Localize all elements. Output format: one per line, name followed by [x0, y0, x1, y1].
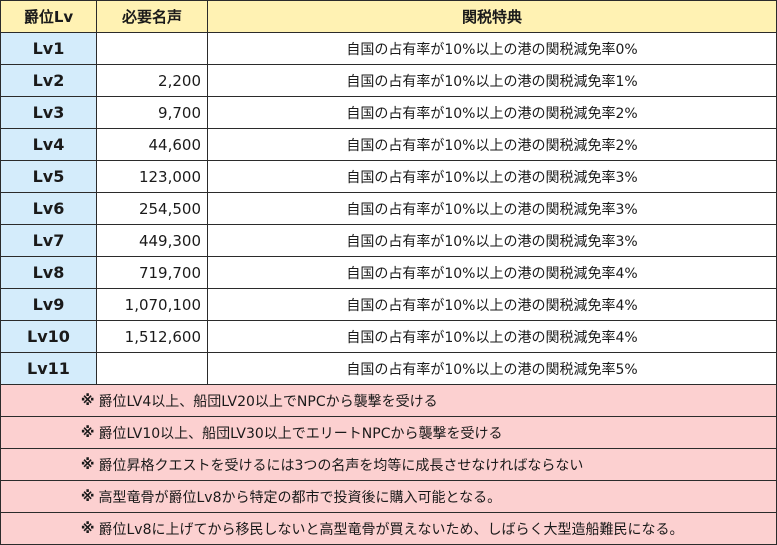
required-fame: 1,512,600: [96, 320, 208, 353]
table-row: Lv7 449,300 自国の占有率が10%以上の港の関税減免率3%: [0, 224, 777, 257]
note-text: 爵位昇格クエストを受けるには3つの名声を均等に成長させなければならない: [96, 448, 777, 481]
tariff-benefit: 自国の占有率が10%以上の港の関税減免率2%: [207, 96, 777, 129]
table-row: Lv6 254,500 自国の占有率が10%以上の港の関税減免率3%: [0, 192, 777, 225]
tariff-benefit: 自国の占有率が10%以上の港の関税減免率1%: [207, 64, 777, 97]
tariff-benefit: 自国の占有率が10%以上の港の関税減免率5%: [207, 352, 777, 385]
tariff-benefit: 自国の占有率が10%以上の港の関税減免率4%: [207, 256, 777, 289]
table-row: Lv2 2,200 自国の占有率が10%以上の港の関税減免率1%: [0, 64, 777, 97]
note-text: 高型竜骨が爵位Lv8から特定の都市で投資後に購入可能となる。: [96, 480, 777, 513]
required-fame: 44,600: [96, 128, 208, 161]
rank-level: Lv1: [0, 32, 97, 65]
note-row: ※ 爵位Lv8に上げてから移民しないと高型竜骨が買えないため、しばらく大型造船難民…: [0, 512, 777, 545]
tariff-benefit: 自国の占有率が10%以上の港の関税減免率3%: [207, 192, 777, 225]
note-mark: ※: [0, 416, 97, 449]
tariff-benefit: 自国の占有率が10%以上の港の関税減免率3%: [207, 224, 777, 257]
rank-level: Lv10: [0, 320, 97, 353]
required-fame: 123,000: [96, 160, 208, 193]
rank-rows: Lv1 自国の占有率が10%以上の港の関税減免率0% Lv2 2,200 自国の占有率が…: [0, 32, 777, 385]
note-mark: ※: [0, 512, 97, 545]
required-fame: 449,300: [96, 224, 208, 257]
rank-level: Lv3: [0, 96, 97, 129]
note-text: 爵位LV10以上、船団LV30以上でエリートNPCから襲撃を受ける: [96, 416, 777, 449]
rank-level: Lv8: [0, 256, 97, 289]
table-row: Lv1 自国の占有率が10%以上の港の関税減免率0%: [0, 32, 777, 65]
header-fame: 必要名声: [96, 0, 208, 33]
table-row: Lv4 44,600 自国の占有率が10%以上の港の関税減免率2%: [0, 128, 777, 161]
rank-level: Lv6: [0, 192, 97, 225]
required-fame: [96, 352, 208, 385]
required-fame: 254,500: [96, 192, 208, 225]
note-row: ※ 爵位LV10以上、船団LV30以上でエリートNPCから襲撃を受ける: [0, 416, 777, 449]
note-row: ※ 高型竜骨が爵位Lv8から特定の都市で投資後に購入可能となる。: [0, 480, 777, 513]
required-fame: 9,700: [96, 96, 208, 129]
required-fame: 1,070,100: [96, 288, 208, 321]
table-row: Lv10 1,512,600 自国の占有率が10%以上の港の関税減免率4%: [0, 320, 777, 353]
table-row: Lv11 自国の占有率が10%以上の港の関税減免率5%: [0, 352, 777, 385]
table-row: Lv5 123,000 自国の占有率が10%以上の港の関税減免率3%: [0, 160, 777, 193]
required-fame: 2,200: [96, 64, 208, 97]
note-rows: ※ 爵位LV4以上、船団LV20以上でNPCから襲撃を受ける ※ 爵位LV10以上、船…: [0, 384, 777, 545]
header-row: 爵位Lv 必要名声 関税特典: [0, 0, 777, 33]
tariff-benefit: 自国の占有率が10%以上の港の関税減免率2%: [207, 128, 777, 161]
table-row: Lv9 1,070,100 自国の占有率が10%以上の港の関税減免率4%: [0, 288, 777, 321]
rank-level: Lv7: [0, 224, 97, 257]
note-mark: ※: [0, 448, 97, 481]
required-fame: 719,700: [96, 256, 208, 289]
rank-level: Lv5: [0, 160, 97, 193]
header-rank: 爵位Lv: [0, 0, 97, 33]
note-row: ※ 爵位LV4以上、船団LV20以上でNPCから襲撃を受ける: [0, 384, 777, 417]
required-fame: [96, 32, 208, 65]
note-mark: ※: [0, 480, 97, 513]
note-text: 爵位LV4以上、船団LV20以上でNPCから襲撃を受ける: [96, 384, 777, 417]
table-row: Lv3 9,700 自国の占有率が10%以上の港の関税減免率2%: [0, 96, 777, 129]
note-mark: ※: [0, 384, 97, 417]
header-benefit: 関税特典: [207, 0, 777, 33]
tariff-benefit: 自国の占有率が10%以上の港の関税減免率3%: [207, 160, 777, 193]
tariff-benefit: 自国の占有率が10%以上の港の関税減免率0%: [207, 32, 777, 65]
rank-level: Lv2: [0, 64, 97, 97]
table-row: Lv8 719,700 自国の占有率が10%以上の港の関税減免率4%: [0, 256, 777, 289]
note-text: 爵位Lv8に上げてから移民しないと高型竜骨が買えないため、しばらく大型造船難民に…: [96, 512, 777, 545]
tariff-benefit: 自国の占有率が10%以上の港の関税減免率4%: [207, 320, 777, 353]
rank-level: Lv9: [0, 288, 97, 321]
rank-level: Lv4: [0, 128, 97, 161]
rank-level: Lv11: [0, 352, 97, 385]
tariff-benefit: 自国の占有率が10%以上の港の関税減免率4%: [207, 288, 777, 321]
note-row: ※ 爵位昇格クエストを受けるには3つの名声を均等に成長させなければならない: [0, 448, 777, 481]
